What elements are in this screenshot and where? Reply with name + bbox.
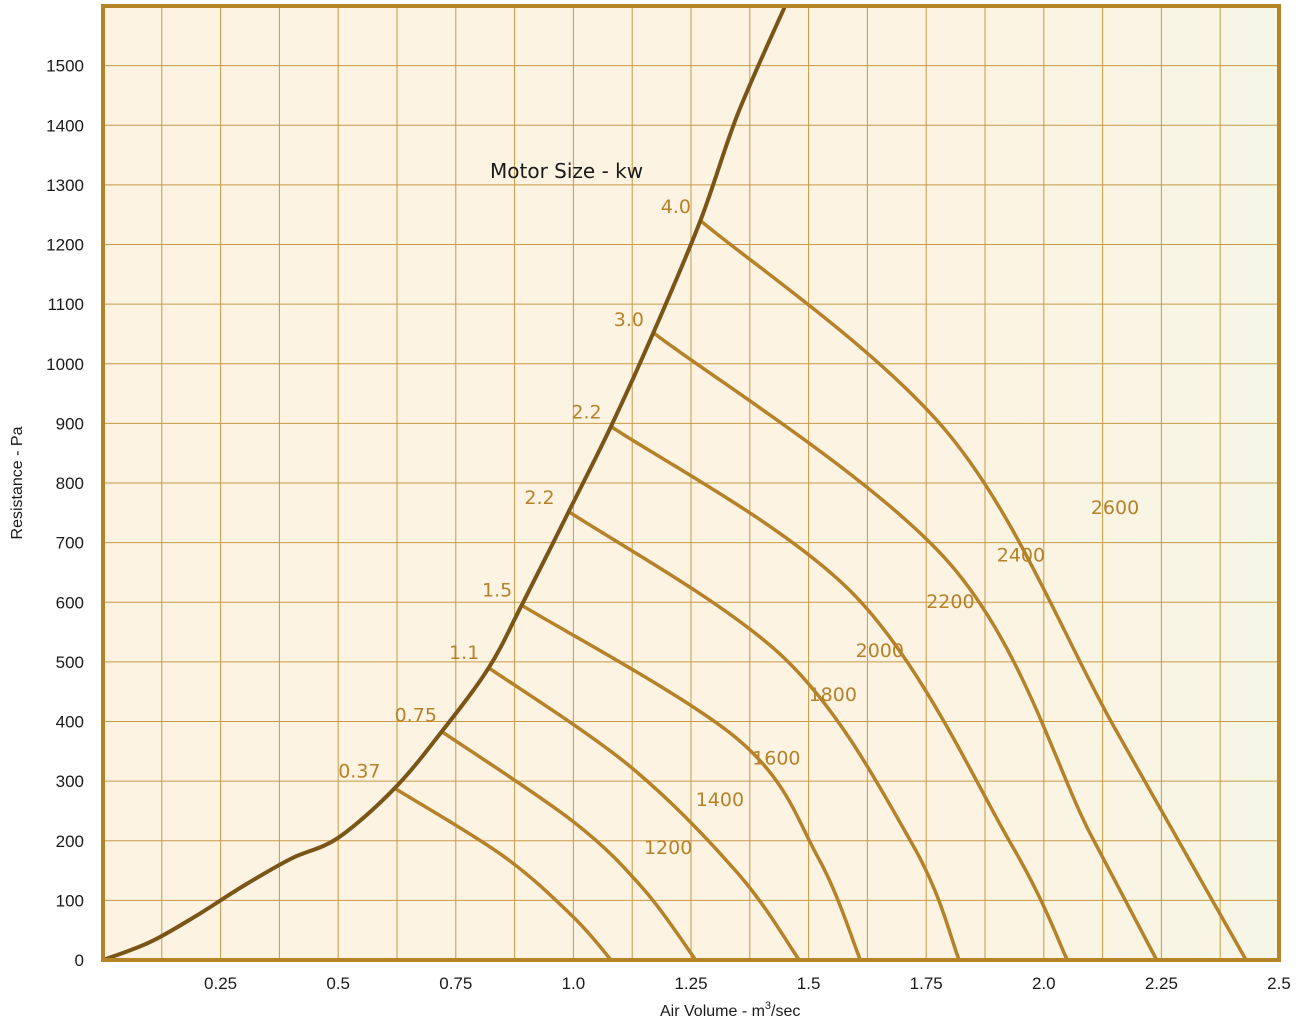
y-tick-label: 900	[56, 414, 84, 433]
motor-label-2.2: 2.2	[524, 487, 554, 509]
plot-border	[101, 4, 1281, 962]
motor-label-0.37: 0.37	[338, 761, 380, 783]
x-tick-label: 0.5	[326, 974, 350, 993]
speed-curve-1200	[393, 786, 613, 962]
speed-label-2400: 2400	[997, 545, 1045, 567]
y-tick-label: 1400	[46, 116, 84, 135]
x-tick-label: 1.25	[674, 974, 707, 993]
y-tick-label: 1300	[46, 176, 84, 195]
y-tick-label: 500	[56, 653, 84, 672]
x-tick-label: 2.25	[1145, 974, 1178, 993]
speed-curve-2200	[610, 424, 1069, 961]
y-tick-label: 800	[56, 474, 84, 493]
motor-label-0.75: 0.75	[395, 705, 437, 727]
motor-label-4.0: 4.0	[661, 196, 691, 218]
y-tick-label: 300	[56, 772, 84, 791]
y-tick-label: 700	[56, 534, 84, 553]
speed-curve-1800	[520, 603, 862, 961]
x-tick-labels: 0.25 0.5 0.75 1.0 1.25 1.5 1.75 2.0 2.25 2.5	[204, 974, 1291, 993]
y-tick-label: 1100	[47, 295, 84, 314]
y-tick-label: 1500	[46, 57, 84, 76]
x-tick-label: 2.0	[1032, 974, 1056, 993]
x-tick-label: 1.5	[797, 974, 821, 993]
speed-curve-2600	[699, 219, 1248, 961]
speed-curve-2000	[567, 510, 961, 961]
motor-label-2.2: 2.2	[571, 402, 601, 424]
speed-curve-2400	[652, 331, 1159, 961]
speed-curves	[393, 219, 1248, 962]
x-tick-label: 0.75	[439, 974, 472, 993]
motor-size-labels: 0.37 0.75 1.1 1.5 2.2 2.2 3.0 4.0	[338, 196, 691, 783]
y-tick-label: 200	[56, 832, 84, 851]
speed-curve-1600	[487, 666, 801, 962]
y-tick-label: 0	[75, 951, 84, 970]
speed-label-2200: 2200	[926, 591, 974, 613]
x-tick-label: 2.5	[1267, 974, 1291, 993]
x-tick-label: 1.75	[910, 974, 943, 993]
speed-curve-1400	[440, 730, 698, 962]
speed-label-1800: 1800	[809, 684, 857, 706]
motor-size-title: Motor Size - kw	[490, 159, 643, 183]
y-tick-label: 600	[56, 593, 84, 612]
x-tick-label: 1.0	[562, 974, 586, 993]
y-tick-label: 100	[56, 891, 84, 910]
speed-label-1200: 1200	[644, 837, 692, 859]
envelope-curve	[102, 5, 787, 962]
speed-label-1600: 1600	[752, 747, 800, 769]
y-tick-label: 1200	[46, 236, 84, 255]
speed-label-2000: 2000	[856, 640, 904, 662]
motor-label-1.5: 1.5	[482, 579, 512, 601]
motor-label-1.1: 1.1	[449, 642, 479, 664]
motor-label-3.0: 3.0	[614, 309, 644, 331]
y-axis-label: Resistance - Pa	[9, 426, 26, 539]
y-tick-label: 400	[56, 713, 84, 732]
y-tick-labels: 0 100 200 300 400 500 600 700 800 900 1000 1100 1200…	[46, 57, 84, 970]
speed-labels: 1200 1400 1600 1800 2000 2200 2400 2600	[644, 497, 1139, 859]
speed-label-2600: 2600	[1091, 497, 1139, 519]
x-axis-label: Air Volume - m3/sec	[660, 1000, 800, 1020]
y-tick-label: 1000	[46, 355, 84, 374]
speed-label-1400: 1400	[696, 789, 744, 811]
x-tick-label: 0.25	[204, 974, 237, 993]
